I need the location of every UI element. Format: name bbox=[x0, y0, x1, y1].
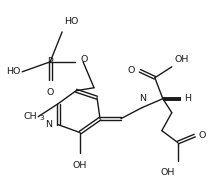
Text: O: O bbox=[199, 131, 206, 140]
Text: HO: HO bbox=[6, 67, 20, 76]
Text: HO: HO bbox=[64, 17, 78, 26]
Text: N: N bbox=[45, 120, 52, 129]
Text: OH: OH bbox=[160, 168, 175, 176]
Text: H: H bbox=[184, 94, 191, 103]
Text: 3: 3 bbox=[39, 115, 44, 121]
Text: O: O bbox=[128, 66, 135, 75]
Text: OH: OH bbox=[175, 55, 189, 64]
Text: O: O bbox=[80, 55, 88, 64]
Text: OH: OH bbox=[73, 161, 87, 170]
Text: N: N bbox=[139, 94, 146, 103]
Text: P: P bbox=[47, 57, 53, 66]
Text: O: O bbox=[46, 88, 54, 97]
Text: CH: CH bbox=[24, 112, 37, 121]
